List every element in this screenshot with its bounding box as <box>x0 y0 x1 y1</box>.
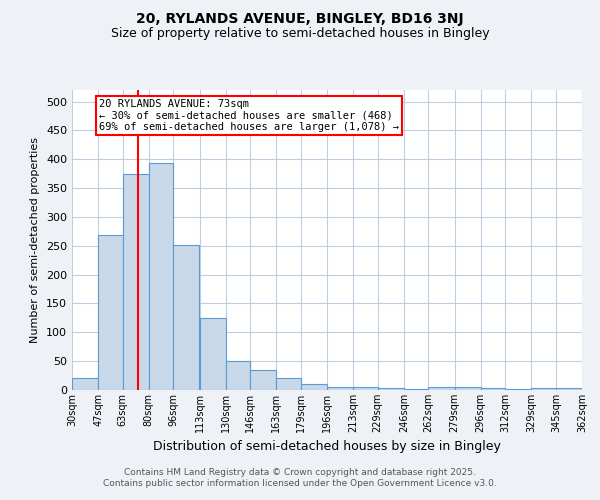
Bar <box>149 164 173 390</box>
Bar <box>98 236 122 390</box>
Bar <box>455 387 481 390</box>
Bar <box>301 384 327 390</box>
Text: Contains HM Land Registry data © Crown copyright and database right 2025.
Contai: Contains HM Land Registry data © Crown c… <box>103 468 497 487</box>
Bar <box>532 388 556 390</box>
Y-axis label: Number of semi-detached properties: Number of semi-detached properties <box>31 137 40 343</box>
Text: Size of property relative to semi-detached houses in Bingley: Size of property relative to semi-detach… <box>110 28 490 40</box>
Bar <box>327 386 353 390</box>
Bar <box>481 388 505 390</box>
Bar <box>173 244 199 390</box>
Bar <box>72 378 98 390</box>
Bar <box>353 387 377 390</box>
X-axis label: Distribution of semi-detached houses by size in Bingley: Distribution of semi-detached houses by … <box>153 440 501 454</box>
Bar <box>250 370 277 390</box>
Text: 20 RYLANDS AVENUE: 73sqm
← 30% of semi-detached houses are smaller (468)
69% of : 20 RYLANDS AVENUE: 73sqm ← 30% of semi-d… <box>99 98 399 132</box>
Bar <box>505 389 532 390</box>
Bar <box>556 388 582 390</box>
Bar <box>199 318 226 390</box>
Bar <box>277 378 301 390</box>
Bar <box>226 361 250 390</box>
Bar <box>404 389 428 390</box>
Bar <box>428 386 455 390</box>
Bar <box>122 174 149 390</box>
Text: 20, RYLANDS AVENUE, BINGLEY, BD16 3NJ: 20, RYLANDS AVENUE, BINGLEY, BD16 3NJ <box>136 12 464 26</box>
Bar <box>377 388 404 390</box>
